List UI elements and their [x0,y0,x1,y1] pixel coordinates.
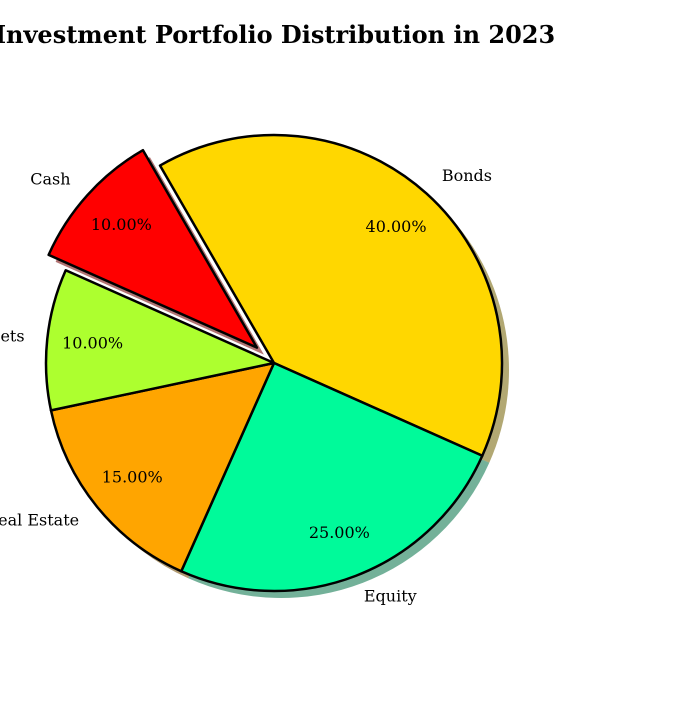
pie-slice-bonds [158,133,504,457]
slice-label-equity: Equity [364,587,417,606]
percent-label-alternative-assets: 10.00% [62,333,123,352]
slice-label-real-estate: Real Estate [0,510,79,529]
pie-slice-equity [180,361,484,593]
percent-label-cash: 10.00% [91,215,152,234]
percent-label-real-estate: 15.00% [102,467,163,486]
label-layer: Bonds 40.00% Equity 25.00% Real Estate 15.00%… [0,166,492,606]
slice-label-alternative-assets: Alternative Assets [0,326,25,345]
pie-slice-real-estate [49,361,276,573]
slice-layer [44,133,504,593]
percent-label-bonds: 40.00% [366,217,427,236]
percent-label-equity: 25.00% [309,523,370,542]
chart-title: Investment Portfolio Distribution in 202… [0,20,555,49]
pie-slice-alternative-assets [44,269,276,412]
slice-label-cash: Cash [30,169,70,188]
pie-slice-cash [47,148,259,349]
slice-label-bonds: Bonds [442,166,492,185]
